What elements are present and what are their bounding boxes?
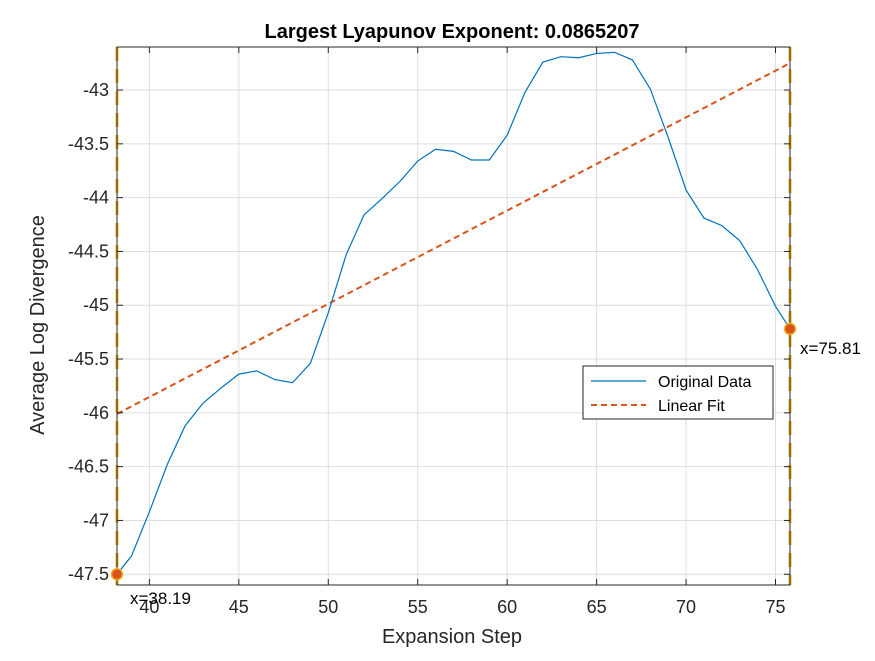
y-tick-label: -43.5 bbox=[68, 134, 109, 154]
y-tick-label: -45 bbox=[83, 295, 109, 315]
y-tick-label: -43 bbox=[83, 80, 109, 100]
y-tick-label: -47.5 bbox=[68, 564, 109, 584]
data-layer bbox=[116, 51, 791, 575]
boundary-marker-1[interactable] bbox=[783, 322, 797, 336]
x-tick-label: 45 bbox=[229, 597, 249, 617]
legend-label-original-data: Original Data bbox=[658, 374, 751, 391]
series-line-original-data bbox=[116, 51, 791, 575]
x-tick-label: 75 bbox=[765, 597, 785, 617]
marker-label-0: x=38.19 bbox=[130, 589, 191, 608]
series-line-linear-fit bbox=[116, 62, 791, 415]
chart-title: Largest Lyapunov Exponent: 0.0865207 bbox=[265, 21, 640, 43]
y-tick-label: -46.5 bbox=[68, 457, 109, 477]
y-axis-label: Average Log Divergence bbox=[27, 215, 49, 435]
y-tick-label: -47 bbox=[83, 510, 109, 530]
tick-layer: 40 45 50 55 60 65 70 75 -47.5 -47 -46.5 -46 -45.5 -45… bbox=[68, 47, 790, 617]
marker-label-1: x=75.81 bbox=[800, 339, 861, 358]
y-tick-label: -46 bbox=[83, 403, 109, 423]
x-tick-label: 40 bbox=[139, 597, 159, 617]
x-axis-label: Expansion Step bbox=[382, 626, 522, 648]
grid-layer bbox=[117, 47, 790, 585]
x-tick-label: 65 bbox=[587, 597, 607, 617]
x-tick-label: 70 bbox=[676, 597, 696, 617]
fit-layer bbox=[116, 62, 791, 415]
plot-area-border bbox=[116, 46, 791, 586]
y-tick-label: -45.5 bbox=[68, 349, 109, 369]
x-tick-label: 50 bbox=[318, 597, 338, 617]
legend-label-linear-fit: Linear Fit bbox=[658, 398, 725, 415]
boundary-marker-0[interactable] bbox=[110, 567, 124, 581]
legend: Original Data Linear Fit bbox=[582, 365, 774, 420]
legend-box bbox=[582, 365, 774, 420]
y-tick-label: -44 bbox=[83, 188, 109, 208]
marker-layer: x=38.19 x=75.81 bbox=[110, 322, 861, 608]
x-tick-label: 60 bbox=[497, 597, 517, 617]
y-tick-label: -44.5 bbox=[68, 241, 109, 261]
x-tick-label: 55 bbox=[408, 597, 428, 617]
